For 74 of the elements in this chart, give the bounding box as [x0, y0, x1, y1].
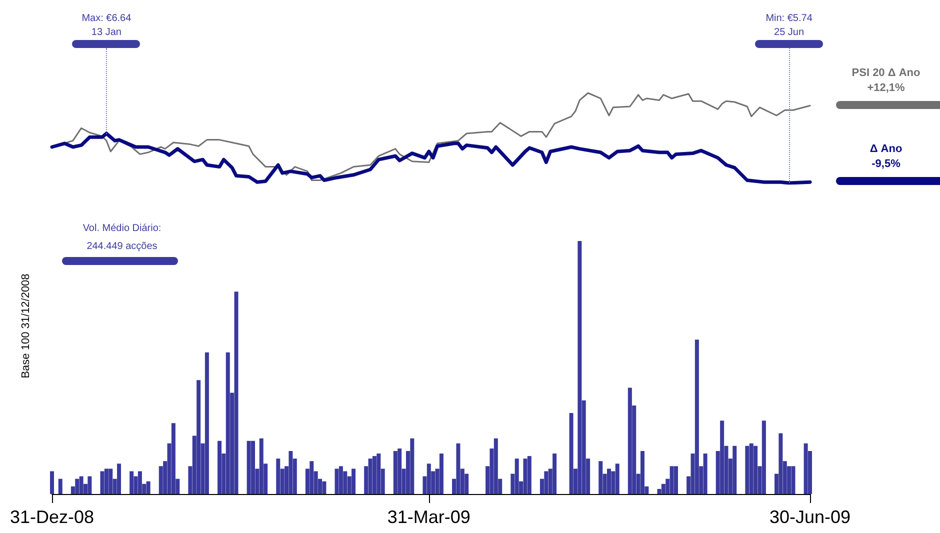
annotation: Max: €6.64 13 Jan — [80, 12, 132, 40]
bar — [670, 466, 674, 494]
bar — [79, 476, 84, 494]
bar — [259, 438, 264, 494]
bar — [615, 464, 620, 494]
bar — [606, 468, 611, 494]
annotation: Vol. Médio Diário: 244.449 acções — [82, 222, 162, 254]
bar — [745, 446, 750, 494]
bar — [376, 454, 381, 494]
bar — [804, 443, 808, 494]
bar — [50, 471, 54, 494]
bar — [514, 458, 519, 494]
bar — [456, 443, 460, 494]
bar — [398, 448, 402, 494]
bar — [720, 420, 724, 494]
bar — [569, 413, 574, 494]
bar — [439, 454, 444, 494]
bar — [754, 446, 758, 494]
bar — [426, 464, 431, 494]
bar — [523, 458, 528, 494]
annotation: Min: €5.74 25 Jun — [764, 12, 814, 40]
bar — [196, 380, 201, 494]
bar — [234, 292, 238, 494]
bar — [368, 458, 372, 494]
bar — [226, 352, 230, 494]
bar — [694, 340, 699, 494]
bar — [791, 466, 796, 494]
bar — [334, 468, 339, 494]
bar — [674, 466, 678, 494]
bar — [246, 440, 251, 494]
text: -9,5% — [872, 158, 900, 170]
bar — [544, 471, 548, 494]
bar — [703, 454, 708, 494]
bar — [393, 450, 398, 494]
bar — [310, 461, 314, 494]
bar — [762, 420, 766, 494]
bar — [552, 454, 557, 494]
bar — [108, 468, 113, 494]
bar — [218, 440, 222, 494]
bar — [732, 446, 737, 494]
bar — [628, 388, 632, 494]
bar — [117, 464, 122, 494]
bar — [276, 458, 280, 494]
bar — [494, 438, 498, 494]
bar — [88, 476, 92, 494]
bar — [338, 466, 343, 494]
bar — [288, 450, 293, 494]
bar — [100, 471, 104, 494]
text: Δ Ano — [870, 143, 902, 156]
bar — [778, 433, 783, 494]
bar — [322, 481, 326, 494]
bar — [146, 481, 150, 494]
x-tick-label: 30-Jun-09 — [769, 507, 851, 527]
bar — [527, 456, 532, 494]
bar — [640, 450, 644, 494]
text: +12,1% — [867, 82, 905, 94]
bar — [104, 468, 108, 494]
bar — [251, 440, 256, 494]
y-axis-title: Base 100 31/12/2008 — [20, 274, 32, 378]
x-tick-label: 31-Mar-09 — [387, 507, 470, 527]
bar — [372, 456, 376, 494]
bar — [598, 461, 603, 494]
bar — [749, 443, 754, 494]
text: PSI 20 Δ Ano — [852, 66, 920, 79]
bar — [138, 471, 142, 494]
bar — [58, 478, 62, 494]
bar — [352, 468, 356, 494]
bar — [171, 423, 176, 494]
bar — [410, 438, 414, 494]
x-tick-label: 31-Dez-08 — [10, 507, 94, 527]
bar — [204, 352, 209, 494]
bar — [578, 241, 582, 494]
bar — [75, 478, 80, 494]
bar — [130, 471, 134, 494]
